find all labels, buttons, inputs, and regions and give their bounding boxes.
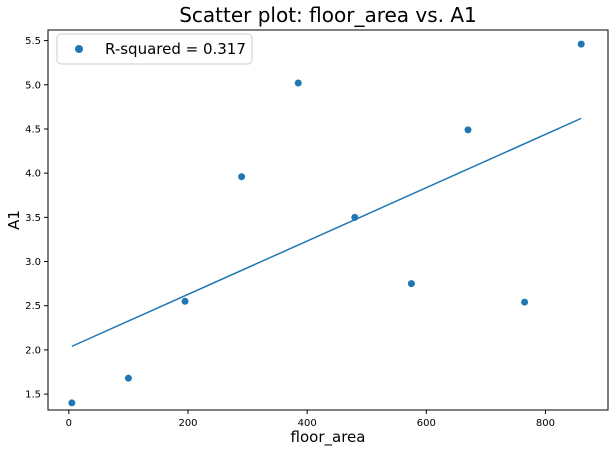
x-axis-ticks: 0 200 400 600 800 bbox=[66, 410, 555, 429]
regression-line bbox=[71, 117, 582, 348]
y-tick-label: 4.5 bbox=[25, 124, 41, 135]
legend-label: R-squared = 0.317 bbox=[105, 40, 246, 58]
regression-line-layer bbox=[71, 117, 582, 348]
y-tick-label: 2.5 bbox=[25, 301, 41, 312]
x-tick-label: 0 bbox=[66, 418, 72, 429]
x-tick-label: 400 bbox=[298, 418, 317, 429]
data-point bbox=[521, 298, 529, 306]
y-tick-label: 2.0 bbox=[25, 345, 41, 356]
y-tick-label: 3.0 bbox=[25, 257, 41, 268]
y-axis-label: A1 bbox=[5, 210, 23, 230]
y-tick-label: 1.5 bbox=[25, 390, 41, 401]
data-points-layer bbox=[68, 40, 585, 407]
y-tick-label: 4.0 bbox=[25, 169, 41, 180]
data-point bbox=[238, 173, 246, 181]
legend-box bbox=[56, 33, 253, 65]
y-tick-label: 5.5 bbox=[25, 36, 41, 47]
data-point bbox=[407, 280, 415, 288]
x-tick-label: 200 bbox=[178, 418, 197, 429]
plot-area-frame bbox=[47, 29, 609, 411]
x-axis-label: floor_area bbox=[291, 428, 366, 447]
data-point bbox=[68, 399, 76, 407]
y-tick-label: 3.5 bbox=[25, 213, 41, 224]
data-point bbox=[124, 374, 132, 382]
y-axis-ticks: 1.5 2.0 2.5 3.0 3.5 4.0 4.5 5.0 5.5 bbox=[25, 36, 48, 401]
y-tick-label: 5.0 bbox=[25, 80, 41, 91]
data-point bbox=[577, 40, 585, 48]
data-point bbox=[351, 213, 359, 221]
legend: R-squared = 0.317 bbox=[56, 33, 253, 65]
chart-title: Scatter plot: floor_area vs. A1 bbox=[179, 3, 477, 27]
data-point bbox=[464, 126, 472, 134]
data-point bbox=[294, 79, 302, 87]
x-tick-label: 800 bbox=[536, 418, 555, 429]
legend-marker bbox=[75, 45, 83, 53]
x-tick-label: 600 bbox=[417, 418, 436, 429]
data-point bbox=[181, 297, 189, 305]
